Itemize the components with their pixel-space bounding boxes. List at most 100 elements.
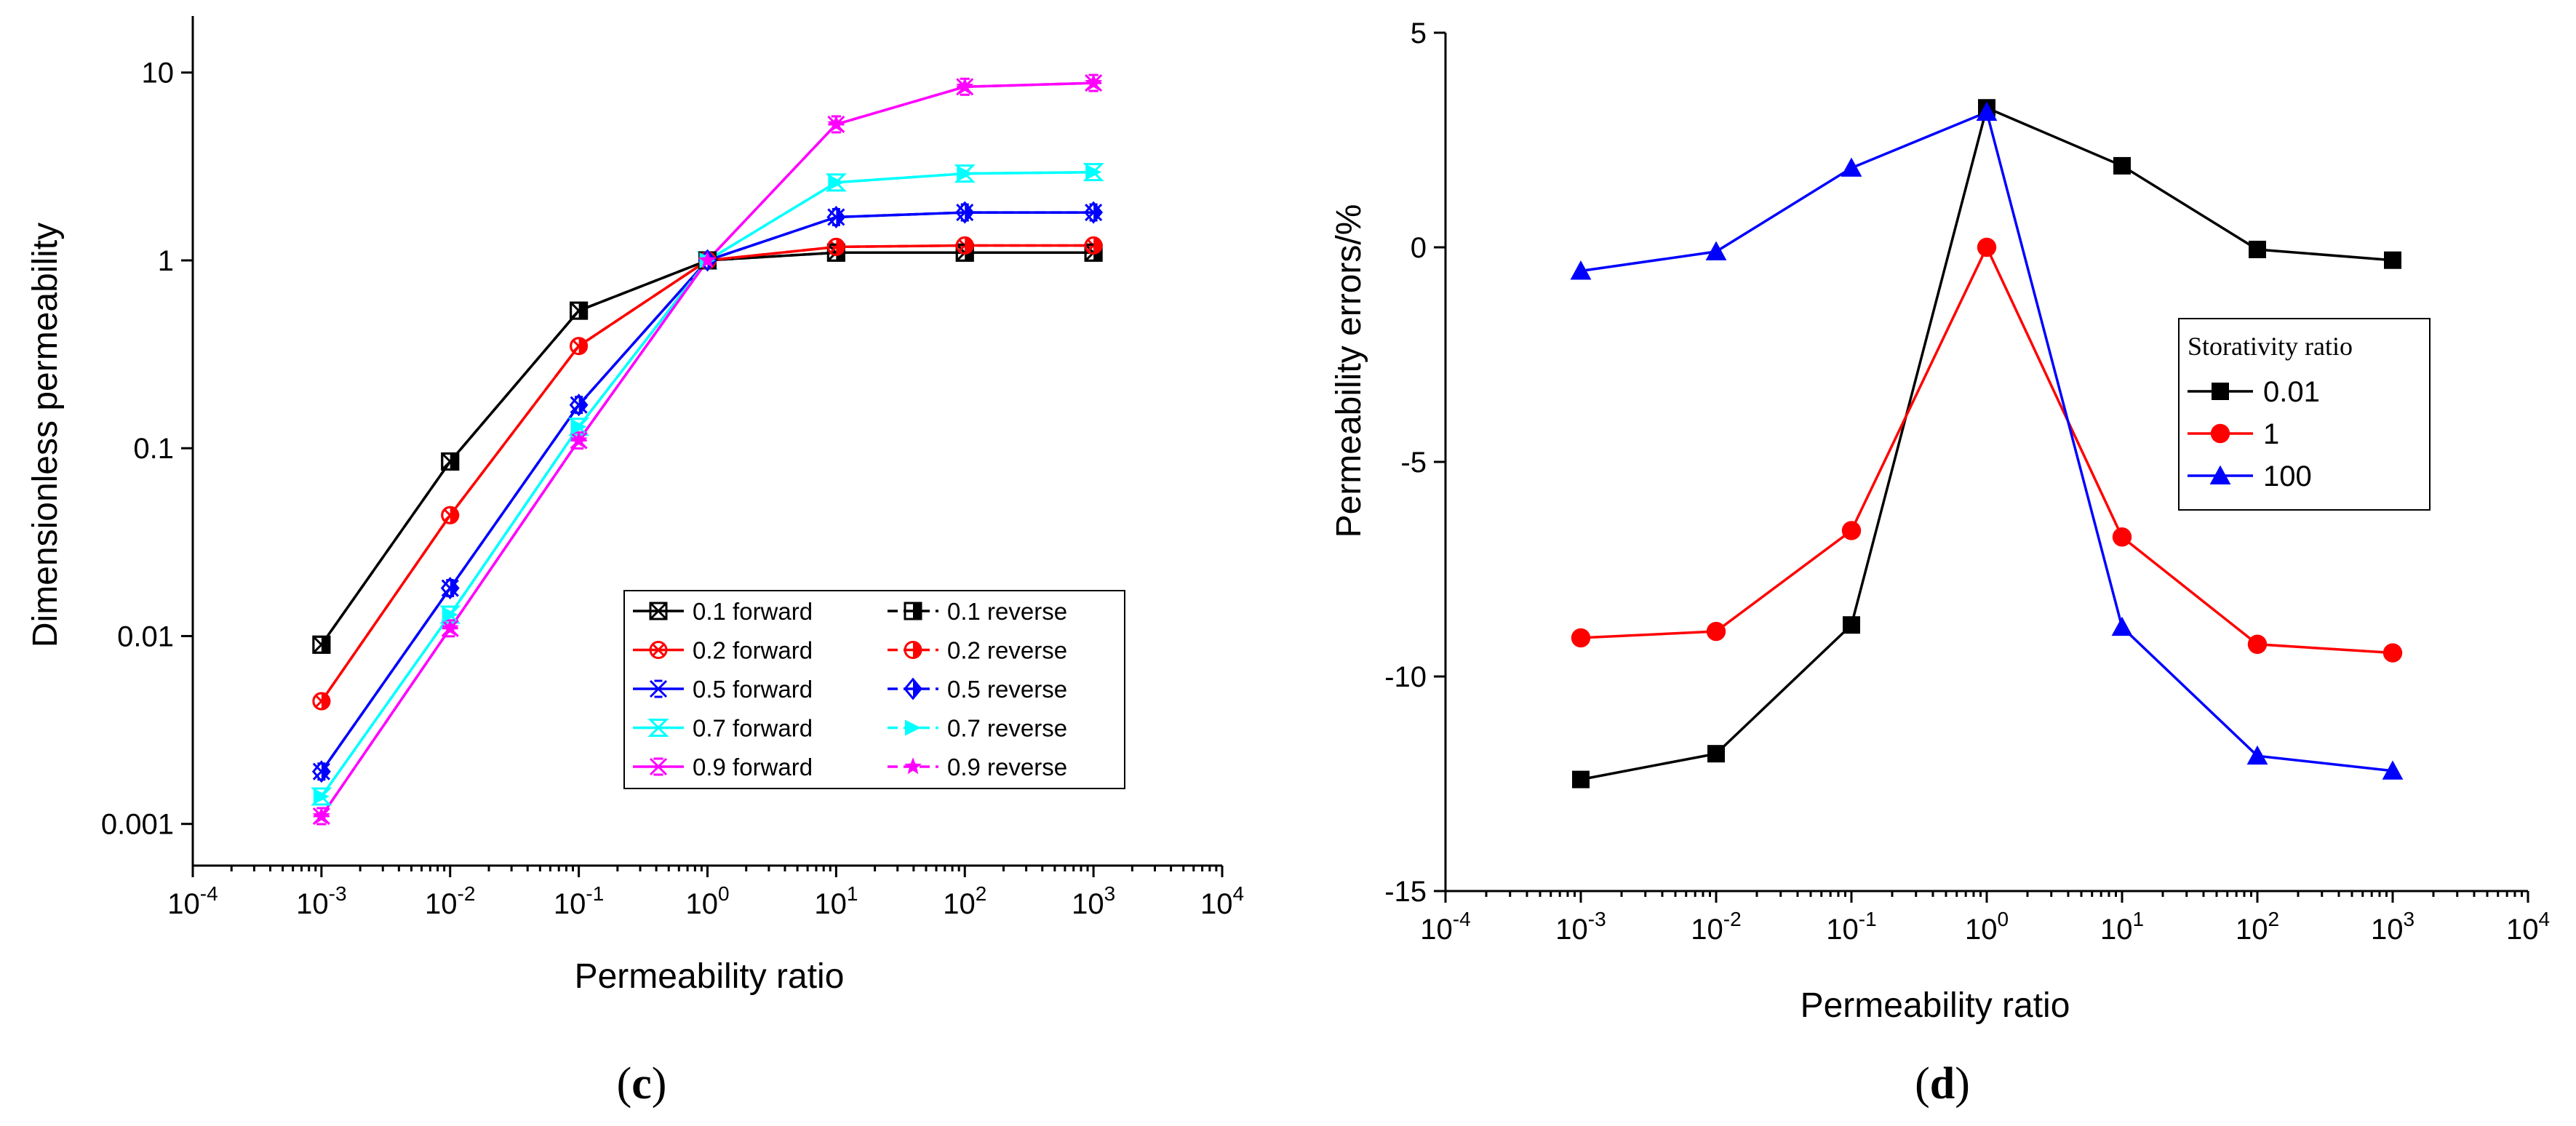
chart-d-data-point (1841, 157, 1862, 177)
chart-d-legend-label: 100 (2263, 460, 2312, 492)
chart-d-data-point (1705, 241, 1727, 260)
chart-c-legend-label: 0.7 reverse (947, 715, 1067, 742)
chart-d-x-axis-title: Permeability ratio (1801, 986, 2070, 1025)
chart-d-data-point (2246, 745, 2268, 765)
chart-d-data-point (1707, 745, 1725, 763)
chart-d-panel-label: (d) (1915, 1059, 1970, 1109)
chart-c-data-point (570, 431, 588, 448)
chart-c-data-point (826, 205, 846, 229)
chart-c-legend-label: 0.2 reverse (947, 637, 1067, 664)
chart-c-x-axis-title: Permeability ratio (575, 957, 845, 996)
chart-c-data-point (442, 607, 458, 623)
chart-c-data-point (826, 237, 845, 256)
chart-d-legend-marker (2209, 465, 2231, 484)
chart-d-y-tick-label: -5 (1400, 447, 1427, 479)
chart-c-legend-marker (649, 641, 668, 659)
chart-c-data-point (825, 173, 848, 192)
chart-d-data-point (2111, 616, 2133, 636)
chart-c-legend-marker (904, 677, 922, 700)
chart-c-legend-label: 0.5 forward (693, 676, 813, 703)
chart-c-data-point (569, 394, 589, 417)
chart-c-data-point (698, 251, 717, 268)
chart-d-x-tick-label: 100 (1965, 908, 2009, 946)
chart-c-legend-label: 0.1 reverse (947, 598, 1067, 625)
chart-d-x-tick-label: 101 (2100, 908, 2144, 946)
chart-d-data-point (2247, 634, 2268, 654)
chart-d-y-tick-label: 0 (1411, 232, 1427, 264)
chart-c-data-point (1084, 236, 1103, 255)
chart-d-legend-marker (2212, 383, 2229, 400)
chart-d-y-tick-label: 5 (1411, 17, 1427, 49)
chart-c-data-point (1085, 164, 1102, 180)
chart-d-x-tick-label: 10-4 (1420, 908, 1470, 946)
chart-d-data-point (1976, 101, 1998, 121)
chart-c-legend-marker (649, 679, 668, 698)
chart-c-legend-marker (904, 757, 922, 775)
chart-d-x-tick-label: 103 (2371, 908, 2414, 946)
chart-d-data-points (1570, 99, 2404, 788)
chart-d-data-point (2249, 240, 2266, 258)
chart-c-x-tick-label: 101 (814, 882, 858, 920)
chart-c-data-point (439, 605, 461, 624)
chart-d-data-point (2382, 760, 2404, 780)
chart-c-data-point (570, 418, 587, 435)
chart-d-data-point (2384, 251, 2401, 269)
chart-d-x-tick-label: 104 (2506, 908, 2550, 946)
chart-d-x-tick-label: 102 (2236, 908, 2279, 946)
chart-c-y-tick-label: 0.001 (101, 809, 174, 841)
chart-c-data-point (570, 337, 589, 356)
chart-c-legend-marker (904, 602, 922, 620)
chart-c-data-point (441, 506, 460, 524)
chart-c-legend-label: 0.9 reverse (947, 754, 1067, 780)
chart-c-data-point (1084, 201, 1104, 224)
chart-c-data-point (311, 760, 331, 783)
chart-d-data-point (1977, 237, 1997, 257)
chart-c-legend-marker (904, 641, 922, 659)
chart-c-data-point (441, 619, 459, 636)
chart-d-data-point (1843, 616, 1860, 634)
chart-c: 0.001 0.01 0.1 1 10 10-4 10-3 10-2 10-1 100 101 102… (26, 16, 1244, 1109)
chart-c-x-tick-label: 10-2 (425, 882, 475, 920)
chart-c-data-point (954, 164, 976, 183)
chart-c-data-points (311, 73, 1104, 826)
chart-c-y-tick-label: 0.01 (117, 620, 174, 652)
chart-d-legend-label: 1 (2263, 418, 2279, 450)
chart-d-legend: Storativity ratio 0.01 1 100 (2178, 318, 2431, 511)
chart-c-y-tick-label: 10 (142, 57, 175, 89)
chart-c-legend: 0.1 forward 0.1 reverse 0.2 forward 0.2 rev… (623, 590, 1125, 789)
chart-d-legend-frame (2178, 318, 2431, 511)
chart-d-legend-title: Storativity ratio (2188, 332, 2353, 361)
chart-c-panel-label: (c) (617, 1059, 667, 1109)
chart-d-data-point (2112, 527, 2132, 547)
chart-c-data-point (440, 577, 460, 600)
chart-d-x-tick-label: 10-2 (1691, 908, 1741, 946)
chart-c-legend-marker (905, 719, 921, 736)
chart-d-legend-label: 0.01 (2263, 376, 2320, 408)
chart-c-data-point (957, 165, 973, 182)
chart-d-x-tick-label: 10-1 (1826, 908, 1876, 946)
chart-c-x-tick-label: 103 (1072, 882, 1115, 920)
chart-c-y-tick-label: 1 (158, 245, 174, 277)
chart-c-legend-label: 0.9 forward (693, 754, 813, 780)
chart-d-y-tick-label: -15 (1384, 876, 1427, 908)
chart-c-data-point (828, 174, 845, 191)
chart-c-data-point (956, 77, 974, 95)
chart-c-x-tick-label: 10-1 (554, 882, 604, 920)
chart-c-x-tick-label: 10-4 (167, 882, 218, 920)
chart-c-x-tick-label: 100 (685, 882, 729, 920)
chart-c-data-point (955, 236, 974, 255)
chart-d-data-point (2382, 643, 2403, 663)
chart-c-data-point (827, 115, 845, 132)
chart-c-data-point (955, 201, 975, 224)
chart-c-legend-marker (649, 602, 668, 620)
chart-c-x-tick-label: 102 (943, 882, 986, 920)
chart-c-data-point (1085, 73, 1103, 91)
chart-c-legend-label: 0.1 forward (693, 598, 813, 625)
chart-d-data-point (1572, 770, 1590, 788)
chart-d-data-point (1571, 628, 1591, 648)
chart-c-y-axis-title: Dimensionless permeability (26, 223, 65, 647)
chart-c-data-point (312, 807, 330, 824)
